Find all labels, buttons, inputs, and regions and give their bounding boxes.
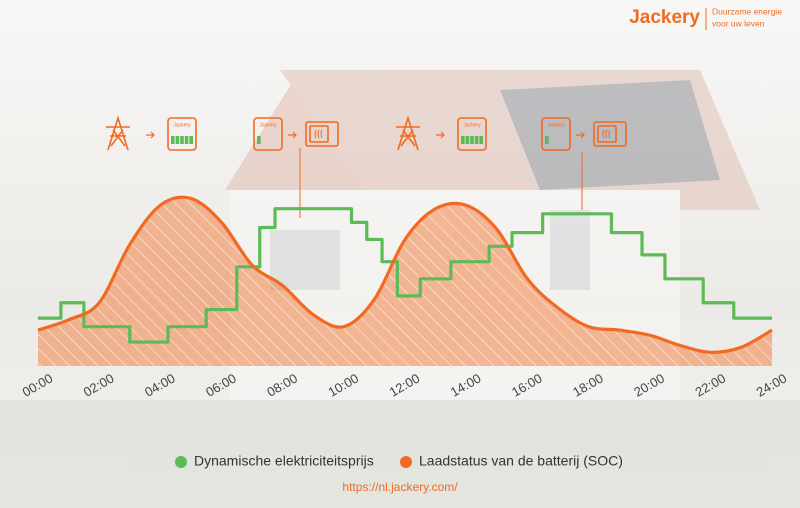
- device-label: Jackery: [463, 122, 481, 128]
- charge-cell: [171, 136, 175, 144]
- microwave-icon: [305, 121, 339, 147]
- heat-icon: [314, 129, 323, 139]
- soc-line: [37, 195, 773, 354]
- arrow-icon: [288, 131, 297, 139]
- legend-label: Laadstatus van de batterij (SOC): [419, 453, 623, 469]
- battery-icon: [457, 117, 487, 151]
- microwave-door: [597, 125, 617, 143]
- heat-icon: [602, 129, 611, 139]
- legend-marker: [400, 456, 412, 468]
- battery-icon: [167, 117, 197, 151]
- charge-cell: [474, 136, 479, 144]
- tagline: Duurzame energie: [712, 6, 782, 16]
- house-backdrop: [0, 70, 800, 508]
- charge-cell: [175, 136, 180, 144]
- tagline: voor uw leven: [712, 18, 765, 28]
- arrow-icon: [436, 131, 445, 139]
- charge-cell: [545, 136, 549, 144]
- battery-icon: [253, 117, 283, 151]
- price-line: [38, 207, 772, 344]
- charge-cell: [465, 136, 470, 144]
- microwave-icon: [593, 121, 627, 147]
- device-label: Jackery: [259, 122, 277, 128]
- charge-cell: [257, 136, 261, 144]
- device-label: Jackery: [173, 122, 191, 128]
- device-label: Jackery: [547, 122, 565, 128]
- pylon-icon: [396, 115, 420, 151]
- brand: Jackery: [629, 7, 700, 28]
- legend-label: Dynamische elektriciteitsprijs: [194, 453, 374, 469]
- charge-cell: [461, 136, 465, 144]
- charge-cell: [479, 136, 483, 144]
- arrow-icon: [576, 131, 585, 139]
- plot: 00:00 02:00 04:00 06:00 08:00 10:00 12:00 14:00…: [20, 195, 789, 469]
- charge-cell: [470, 136, 474, 144]
- charge-cell: [189, 136, 193, 144]
- microwave-door: [309, 125, 329, 143]
- legend-marker: [175, 456, 187, 468]
- pylon-icon: [106, 115, 130, 151]
- url[interactable]: https://nl.jackery.com/: [342, 480, 458, 494]
- battery-icon: [541, 117, 571, 151]
- flow-icons: Jackery Jackery Jackery Jackery: [106, 115, 627, 151]
- arrow-icon: [146, 131, 155, 139]
- soc-hatch: [38, 197, 772, 366]
- charge-cell: [180, 136, 184, 144]
- charge-cell: [184, 136, 189, 144]
